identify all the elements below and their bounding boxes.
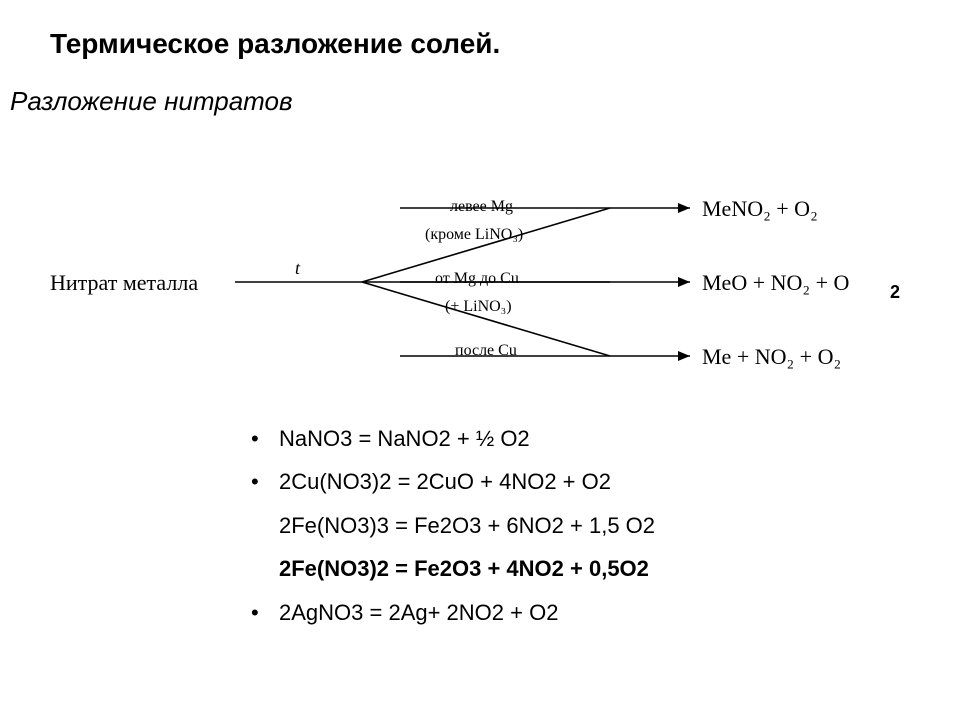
equation-line: 2Fe(NO3)2 = Fe2O3 + 4NO2 + 0,5O2: [245, 550, 655, 587]
branch-product: MeNO₂ + O₂: [702, 196, 818, 222]
page-title: Термическое разложение солей.: [50, 28, 500, 60]
decomposition-diagram: Нитрат металла t левее Mg(кроме LiNO₃)Me…: [50, 170, 920, 400]
branch-condition-top: от Mg до Cu: [435, 270, 519, 288]
product-subscript-extra: 2: [890, 282, 900, 303]
branch-condition-bottom: (кроме LiNO₃): [425, 226, 523, 244]
branch-product: Me + NO₂ + O₂: [702, 344, 841, 370]
branch-condition-top: левее Mg: [450, 198, 513, 216]
equation-line: NaNO3 = NaNO2 + ½ O2: [245, 420, 655, 457]
equation-line: 2Cu(NO3)2 = 2CuO + 4NO2 + O2: [245, 463, 655, 500]
equations-list: NaNO3 = NaNO2 + ½ O2 2Cu(NO3)2 = 2CuO + 4…: [245, 420, 655, 637]
equation-line: 2AgNO3 = 2Ag+ 2NO2 + O2: [245, 594, 655, 631]
branch-condition-bottom: (+ LiNO₃): [445, 298, 512, 316]
equation-line: 2Fe(NO3)3 = Fe2O3 + 6NO2 + 1,5 O2: [245, 507, 655, 544]
page-subtitle: Разложение нитратов: [10, 86, 293, 117]
branch-product: MeO + NO₂ + O: [702, 270, 849, 296]
branch-condition-top: после Cu: [455, 342, 517, 360]
